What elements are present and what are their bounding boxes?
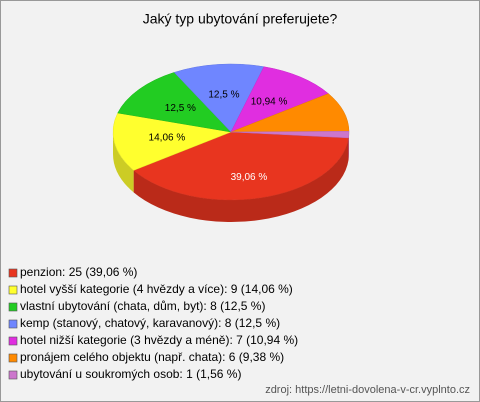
legend-swatch [8,370,18,380]
slice-label: 14,06 % [149,133,186,144]
legend-label: hotel vyšší kategorie (4 hvězdy a více):… [20,282,293,296]
slice [112,112,232,171]
legend-label: ubytování u soukromých osob: 1 (1,56 %) [20,367,241,381]
chart-title: Jaký typ ubytování preferujete? [143,11,338,27]
slice [230,131,350,139]
legend-swatch [8,336,18,346]
legend-label: kemp (stanový, chatový, karavanový): 8 (… [20,316,280,330]
legend-swatch [8,285,18,295]
legend-swatch [8,268,18,278]
legend-label: penzion: 25 (39,06 %) [20,265,137,279]
legend-swatch [8,319,18,329]
slice-label: 39,06 % [231,172,268,183]
legend-swatch [8,353,18,363]
slice [230,66,329,133]
legend-label: hotel nižší kategorie (3 hvězdy a méně):… [20,333,298,347]
source: zdroj: https://letni-dovolena-v-cr.vypln… [265,384,470,396]
legend-label: pronájem celého objektu (např. chata): 6… [20,350,284,364]
slice-label: 10,94 % [251,96,288,107]
slice [117,72,232,133]
slice-side [113,132,134,193]
legend-swatch [8,302,18,312]
slice-side [133,137,349,222]
legend-label: vlastní ubytování (chata, dům, byt): 8 (… [20,299,265,313]
slice-label: 12,5 % [165,103,196,114]
slice-label: 12,5 % [208,89,239,100]
slice [173,63,265,133]
slice [133,131,349,201]
